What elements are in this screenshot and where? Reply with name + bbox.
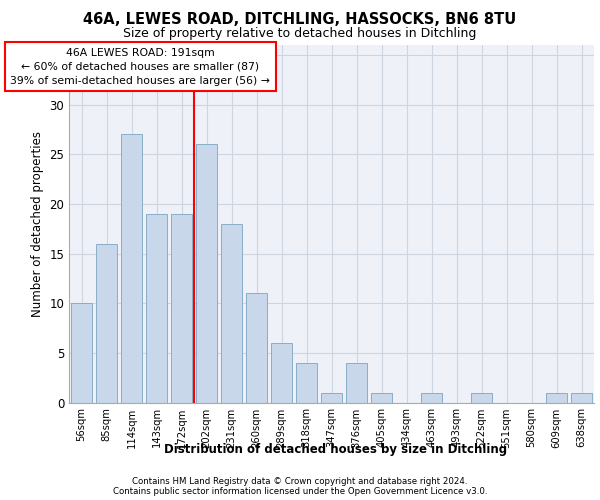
Text: Contains HM Land Registry data © Crown copyright and database right 2024.: Contains HM Land Registry data © Crown c… [132,477,468,486]
Text: Distribution of detached houses by size in Ditchling: Distribution of detached houses by size … [164,442,508,456]
Text: Contains public sector information licensed under the Open Government Licence v3: Contains public sector information licen… [113,487,487,496]
Bar [146,214,167,402]
Bar [346,363,367,403]
Text: 46A, LEWES ROAD, DITCHLING, HASSOCKS, BN6 8TU: 46A, LEWES ROAD, DITCHLING, HASSOCKS, BN… [83,12,517,28]
Bar [296,363,317,403]
Bar [121,134,142,402]
Bar [196,144,217,402]
Bar [571,392,592,402]
Bar [471,392,492,402]
Text: 46A LEWES ROAD: 191sqm
← 60% of detached houses are smaller (87)
39% of semi-det: 46A LEWES ROAD: 191sqm ← 60% of detached… [10,48,270,86]
Bar [271,343,292,402]
Bar [246,294,267,403]
Bar [221,224,242,402]
Bar [421,392,442,402]
Bar [546,392,567,402]
Y-axis label: Number of detached properties: Number of detached properties [31,130,44,317]
Bar [321,392,342,402]
Bar [71,303,92,402]
Bar [371,392,392,402]
Text: Size of property relative to detached houses in Ditchling: Size of property relative to detached ho… [124,28,476,40]
Bar [96,244,117,402]
Bar [171,214,192,402]
